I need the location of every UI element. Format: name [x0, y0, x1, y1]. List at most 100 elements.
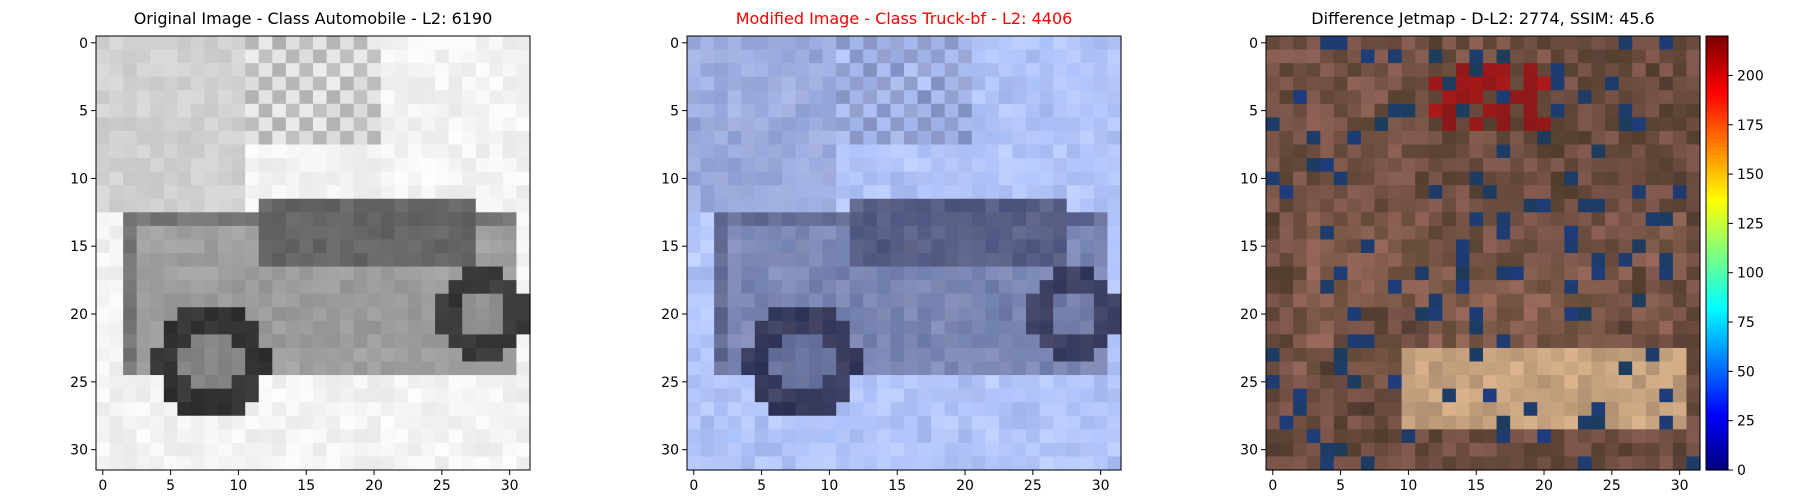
- pixel: [1686, 402, 1701, 417]
- pixel: [863, 375, 878, 390]
- pixel: [367, 402, 382, 417]
- pixel: [1080, 293, 1095, 308]
- pixel: [863, 185, 878, 200]
- pixel: [1686, 266, 1701, 281]
- pixel: [1577, 171, 1593, 186]
- pixel: [123, 76, 138, 91]
- pixel: [998, 429, 1014, 444]
- pixel: [1550, 415, 1565, 430]
- pixel: [1510, 429, 1525, 444]
- pixel: [944, 456, 959, 471]
- pixel: [109, 307, 124, 322]
- pixel: [285, 334, 301, 349]
- pixel: [1279, 212, 1294, 227]
- pixel: [1279, 442, 1294, 458]
- pixel: [727, 90, 742, 105]
- pixel: [231, 103, 246, 118]
- pixel: [448, 158, 463, 173]
- pixel: [475, 144, 490, 159]
- pixel: [1469, 49, 1484, 64]
- pixel: [1618, 117, 1633, 132]
- pixel: [1053, 212, 1068, 227]
- pixel: [985, 415, 1000, 430]
- pixel: [1632, 402, 1647, 417]
- pixel: [849, 185, 864, 200]
- pixel: [1645, 375, 1660, 390]
- pixel: [285, 456, 301, 471]
- pixel: [313, 429, 328, 444]
- pixel: [380, 320, 395, 335]
- pixel: [1333, 388, 1348, 403]
- pixel: [313, 442, 328, 458]
- pixel: [1632, 388, 1647, 403]
- pixel: [1523, 185, 1538, 200]
- pixel: [326, 361, 341, 376]
- pixel: [1320, 388, 1335, 403]
- pixel: [917, 63, 932, 78]
- pixel: [1577, 103, 1593, 118]
- pixel: [849, 49, 864, 64]
- pixel: [1388, 293, 1403, 308]
- pixel: [258, 334, 273, 349]
- pixel: [809, 361, 824, 376]
- pixel: [741, 429, 756, 444]
- pixel: [367, 225, 382, 241]
- pixel: [1374, 76, 1389, 91]
- pixel: [741, 185, 756, 200]
- pixel: [204, 49, 219, 64]
- pixel: [489, 49, 504, 64]
- colorbar-segment: [1706, 288, 1728, 294]
- pixel: [123, 225, 138, 241]
- pixel: [1618, 429, 1633, 444]
- pixel: [1672, 456, 1688, 471]
- pixel: [448, 90, 463, 105]
- pixel: [313, 225, 328, 241]
- pixel: [1039, 347, 1054, 363]
- pixel: [971, 280, 986, 295]
- pixel: [1093, 212, 1109, 227]
- pixel: [367, 63, 382, 78]
- pixel: [1645, 456, 1660, 471]
- pixel: [353, 280, 368, 295]
- pixel: [1401, 144, 1416, 159]
- pixel: [150, 402, 165, 417]
- pixel: [1347, 198, 1362, 213]
- pixel: [1279, 36, 1294, 51]
- pixel: [231, 49, 246, 64]
- pixel: [795, 415, 810, 430]
- pixel: [1039, 185, 1054, 200]
- pixel: [1026, 361, 1041, 376]
- pixel: [1550, 266, 1565, 281]
- pixel: [489, 171, 504, 186]
- pixel: [313, 198, 328, 213]
- pixel: [1632, 76, 1647, 91]
- pixel: [917, 185, 932, 200]
- pixel: [109, 442, 124, 458]
- colorbar-segment: [1706, 63, 1728, 69]
- pixel: [781, 239, 797, 254]
- pixel: [272, 334, 287, 349]
- pixel: [700, 429, 715, 444]
- pixel: [1279, 375, 1294, 390]
- pixel: [394, 388, 409, 403]
- pixel: [1659, 375, 1674, 390]
- pixel: [876, 36, 892, 51]
- pixel: [1415, 103, 1430, 118]
- pixel: [489, 185, 504, 200]
- pixel: [781, 103, 797, 118]
- pixel: [1564, 103, 1579, 118]
- pixel: [836, 36, 851, 51]
- pixel: [340, 36, 355, 51]
- pixel: [768, 388, 783, 403]
- pixel: [687, 320, 702, 335]
- pixel: [1093, 117, 1109, 132]
- pixel: [258, 90, 273, 105]
- pixel: [849, 347, 864, 363]
- pixel: [727, 307, 742, 322]
- pixel: [340, 253, 355, 268]
- pixel: [1415, 266, 1430, 281]
- pixel: [136, 442, 151, 458]
- pixel: [123, 144, 138, 159]
- pixel: [502, 130, 518, 146]
- pixel: [971, 239, 986, 254]
